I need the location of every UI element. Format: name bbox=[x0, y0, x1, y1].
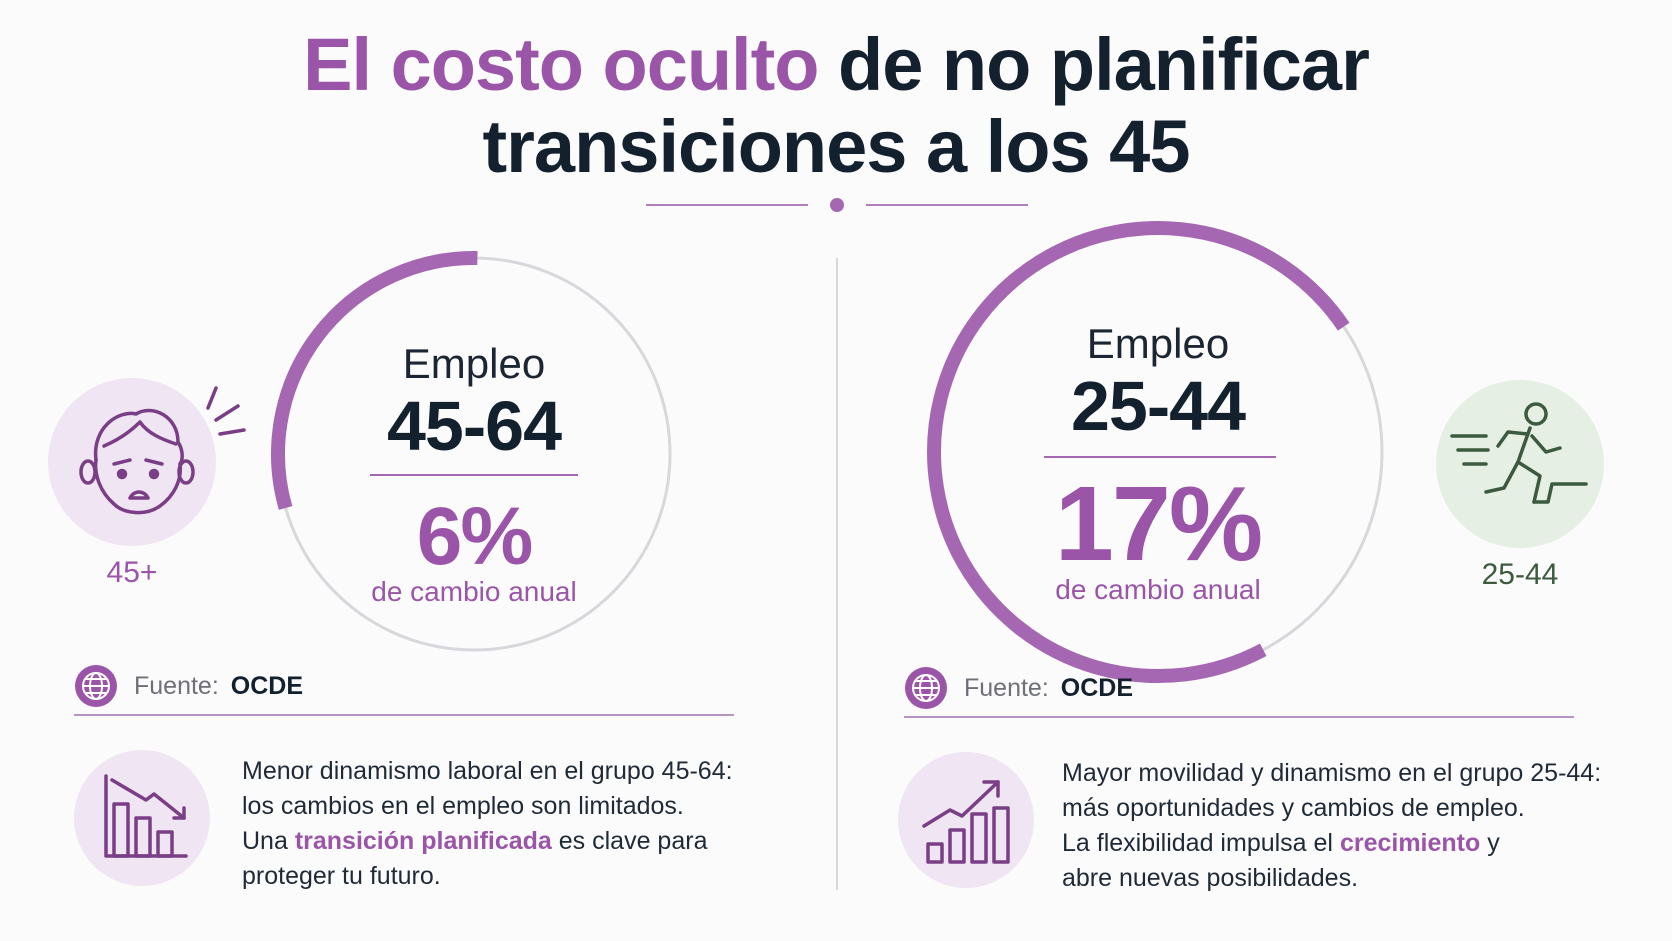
left-desc-line2: los cambios en el empleo son limitados. bbox=[242, 792, 684, 820]
right-description: Mayor movilidad y dinamismo en el grupo … bbox=[1062, 756, 1622, 896]
title-rule-right bbox=[866, 204, 1028, 206]
right-desc-emphasis: crecimiento bbox=[1339, 829, 1481, 857]
right-progress-arc bbox=[927, 221, 1350, 684]
growing-bar-chart-icon bbox=[922, 780, 1010, 864]
left-ring-label: Empleo bbox=[402, 340, 546, 387]
right-desc-line3-pre: La flexibilidad impulsa el bbox=[1062, 829, 1340, 857]
right-ring-range: 25-44 bbox=[1070, 367, 1246, 445]
worried-face-icon-badge bbox=[48, 378, 246, 546]
worried-face-icon bbox=[79, 386, 246, 515]
declining-bar-chart-icon bbox=[104, 774, 188, 858]
left-source: Fuente: OCDE bbox=[74, 664, 303, 708]
right-source-label: Fuente: bbox=[964, 673, 1049, 702]
title-dot bbox=[830, 198, 844, 212]
left-ring: Empleo 45-64 6% de cambio anual bbox=[264, 244, 684, 664]
globe-icon bbox=[905, 667, 947, 709]
title-line2: transiciones a los 45 bbox=[482, 105, 1190, 188]
left-desc-line1: Menor dinamismo laboral en el grupo 45-6… bbox=[242, 757, 733, 785]
declining-chart-badge bbox=[74, 750, 210, 886]
left-desc-line3-post: es clave para bbox=[551, 827, 708, 855]
left-source-label: Fuente: bbox=[134, 671, 219, 700]
left-ring-rule bbox=[370, 474, 578, 476]
right-source: Fuente: OCDE bbox=[904, 666, 1133, 710]
right-source-rule bbox=[904, 716, 1574, 718]
left-ring-range: 45-64 bbox=[386, 387, 562, 465]
left-source-value: OCDE bbox=[230, 671, 304, 700]
running-person-icon bbox=[1450, 402, 1588, 504]
right-desc-line1: Mayor movilidad y dinamismo en el grupo … bbox=[1062, 759, 1602, 787]
left-desc-line4: proteger tu futuro. bbox=[242, 862, 441, 890]
left-ring-graphic bbox=[271, 250, 672, 652]
right-desc-line3-post: y bbox=[1480, 829, 1500, 857]
right-percent-sub: de cambio anual bbox=[1055, 574, 1261, 605]
right-ring-graphic bbox=[927, 221, 1384, 684]
right-ring: Empleo 25-44 17% de cambio anual bbox=[918, 212, 1398, 692]
running-person-icon-badge bbox=[1436, 380, 1604, 548]
left-icon-label: 45+ bbox=[106, 556, 158, 589]
left-description: Menor dinamismo laboral en el grupo 45-6… bbox=[242, 754, 742, 894]
title-highlight: El costo oculto bbox=[303, 23, 819, 106]
globe-icon bbox=[75, 665, 117, 707]
right-desc-line4: abre nuevas posibilidades. bbox=[1062, 864, 1359, 892]
growing-chart-badge bbox=[898, 752, 1034, 888]
right-desc-line3: La flexibilidad impulsa el crecimiento y bbox=[1062, 826, 1622, 861]
right-ring-label: Empleo bbox=[1086, 320, 1230, 367]
title-rest: de no planificar bbox=[818, 23, 1370, 106]
left-source-rule bbox=[74, 714, 734, 716]
right-icon-label: 25-44 bbox=[1481, 558, 1559, 591]
left-percent: 6% bbox=[416, 491, 534, 582]
center-divider bbox=[836, 258, 838, 890]
right-percent: 17% bbox=[1054, 465, 1263, 583]
right-source-value: OCDE bbox=[1060, 673, 1134, 702]
left-progress-arc bbox=[271, 250, 478, 510]
title-rule-left bbox=[646, 204, 808, 206]
right-desc-line2: más oportunidades y cambios de empleo. bbox=[1062, 794, 1525, 822]
left-desc-emphasis: transición planificada bbox=[294, 827, 552, 855]
left-desc-line3-pre: Una bbox=[242, 827, 295, 855]
left-desc-line3: Una transición planificada es clave para bbox=[242, 824, 742, 859]
left-percent-sub: de cambio anual bbox=[371, 576, 577, 607]
right-ring-rule bbox=[1044, 456, 1276, 458]
page-title: El costo oculto de no planificar transic… bbox=[0, 24, 1672, 188]
